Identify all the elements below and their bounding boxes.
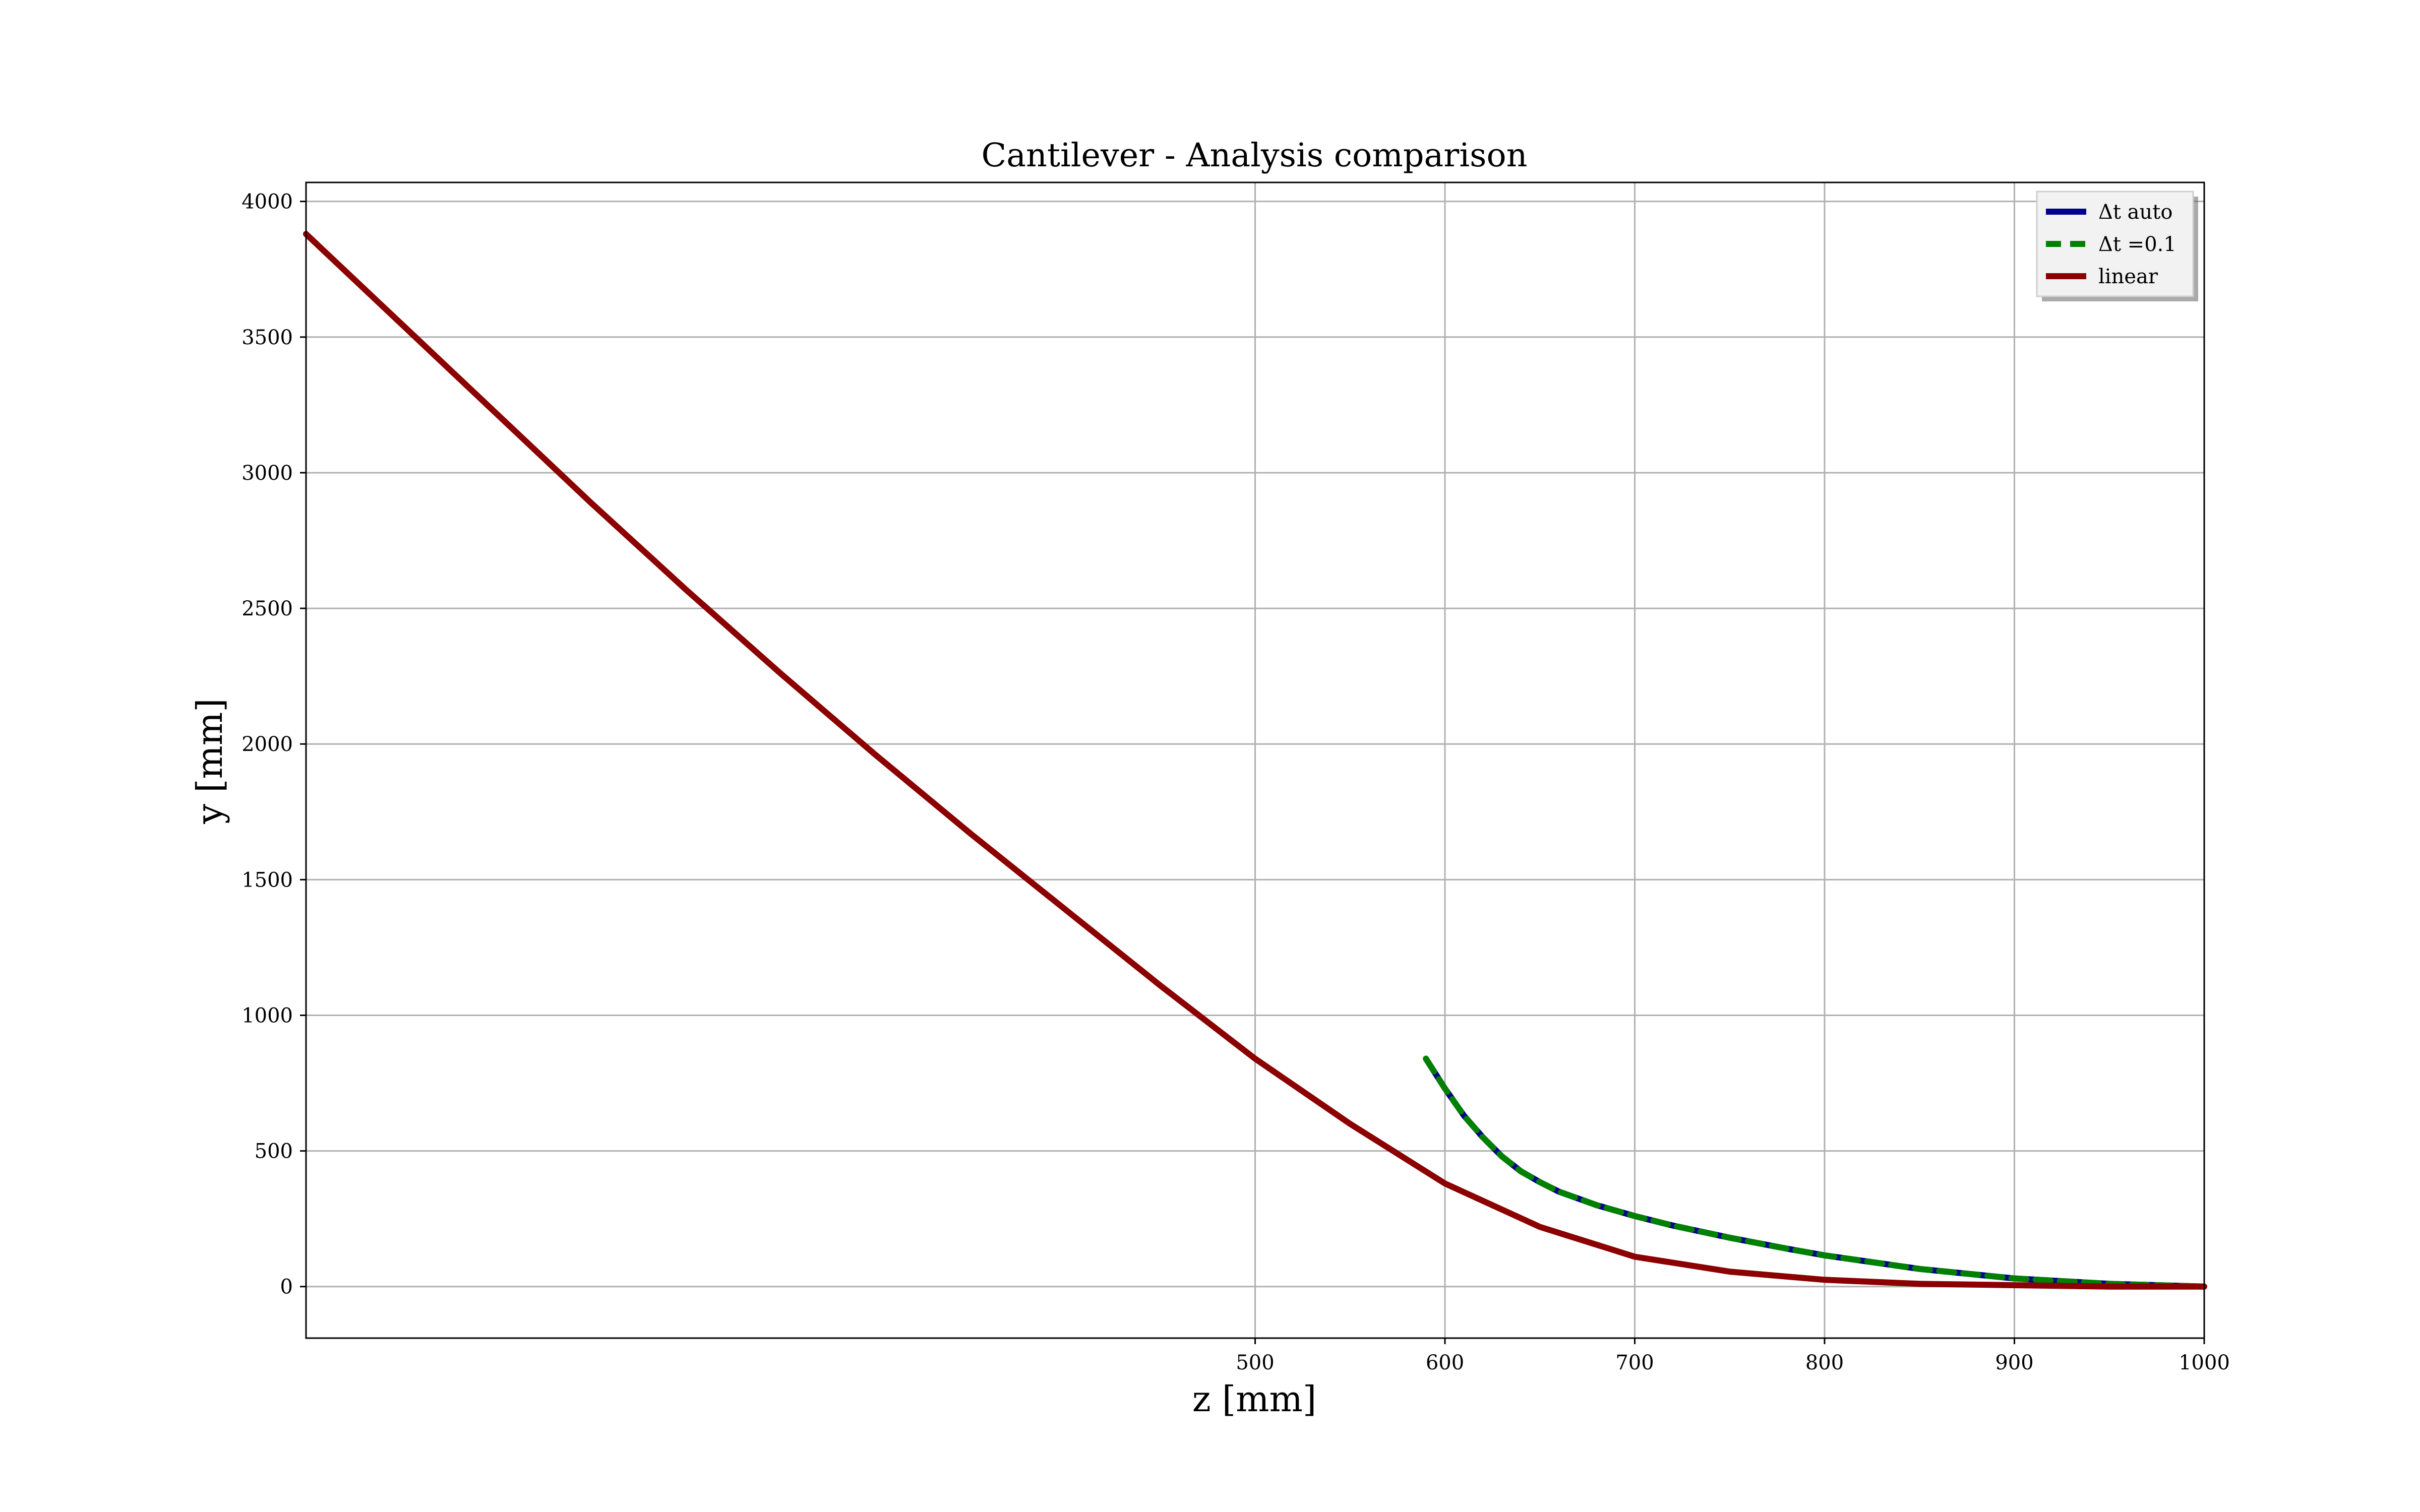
y-tick-label: 3000 [241, 462, 293, 485]
y-axis-title: y [mm] [189, 698, 230, 824]
legend-label-0: Δt auto [2098, 201, 2172, 224]
plot-frame [305, 181, 2205, 1339]
x-tick-label: 700 [1615, 1351, 1654, 1374]
y-tick-label: 500 [255, 1140, 293, 1163]
series-lines [303, 231, 2207, 1290]
x-tick-label: 500 [1236, 1351, 1274, 1374]
legend-label-1: Δt =0.1 [2098, 233, 2176, 256]
legend: Δt auto Δt =0.1 linear [2036, 191, 2198, 301]
legend-label-2: linear [2098, 265, 2158, 288]
x-tick-label: 900 [1995, 1351, 2033, 1374]
x-tick-label: 800 [1805, 1351, 1844, 1374]
y-tick-label: 4000 [241, 191, 293, 214]
x-axis-title: z [mm] [1192, 1378, 1317, 1420]
y-tick-label: 0 [280, 1276, 293, 1299]
x-tick-label: 1000 [2179, 1351, 2230, 1374]
x-axis-ticks: 500 600 700 800 900 1000 [1236, 1338, 2230, 1374]
chart-title: Cantilever - Analysis comparison [981, 137, 1527, 174]
series-line-1 [1423, 1055, 2207, 1290]
legend-items: Δt auto Δt =0.1 linear [2046, 201, 2176, 288]
y-tick-label: 3500 [241, 326, 293, 349]
y-tick-label: 1500 [241, 868, 293, 892]
y-tick-label: 2500 [241, 597, 293, 620]
series-line-2 [303, 231, 2207, 1290]
y-axis-ticks: 0 500 1000 1500 2000 2500 3000 3500 4000 [241, 191, 306, 1299]
y-tick-label: 1000 [241, 1004, 293, 1027]
y-tick-label: 2000 [241, 733, 293, 756]
x-tick-label: 600 [1426, 1351, 1464, 1374]
